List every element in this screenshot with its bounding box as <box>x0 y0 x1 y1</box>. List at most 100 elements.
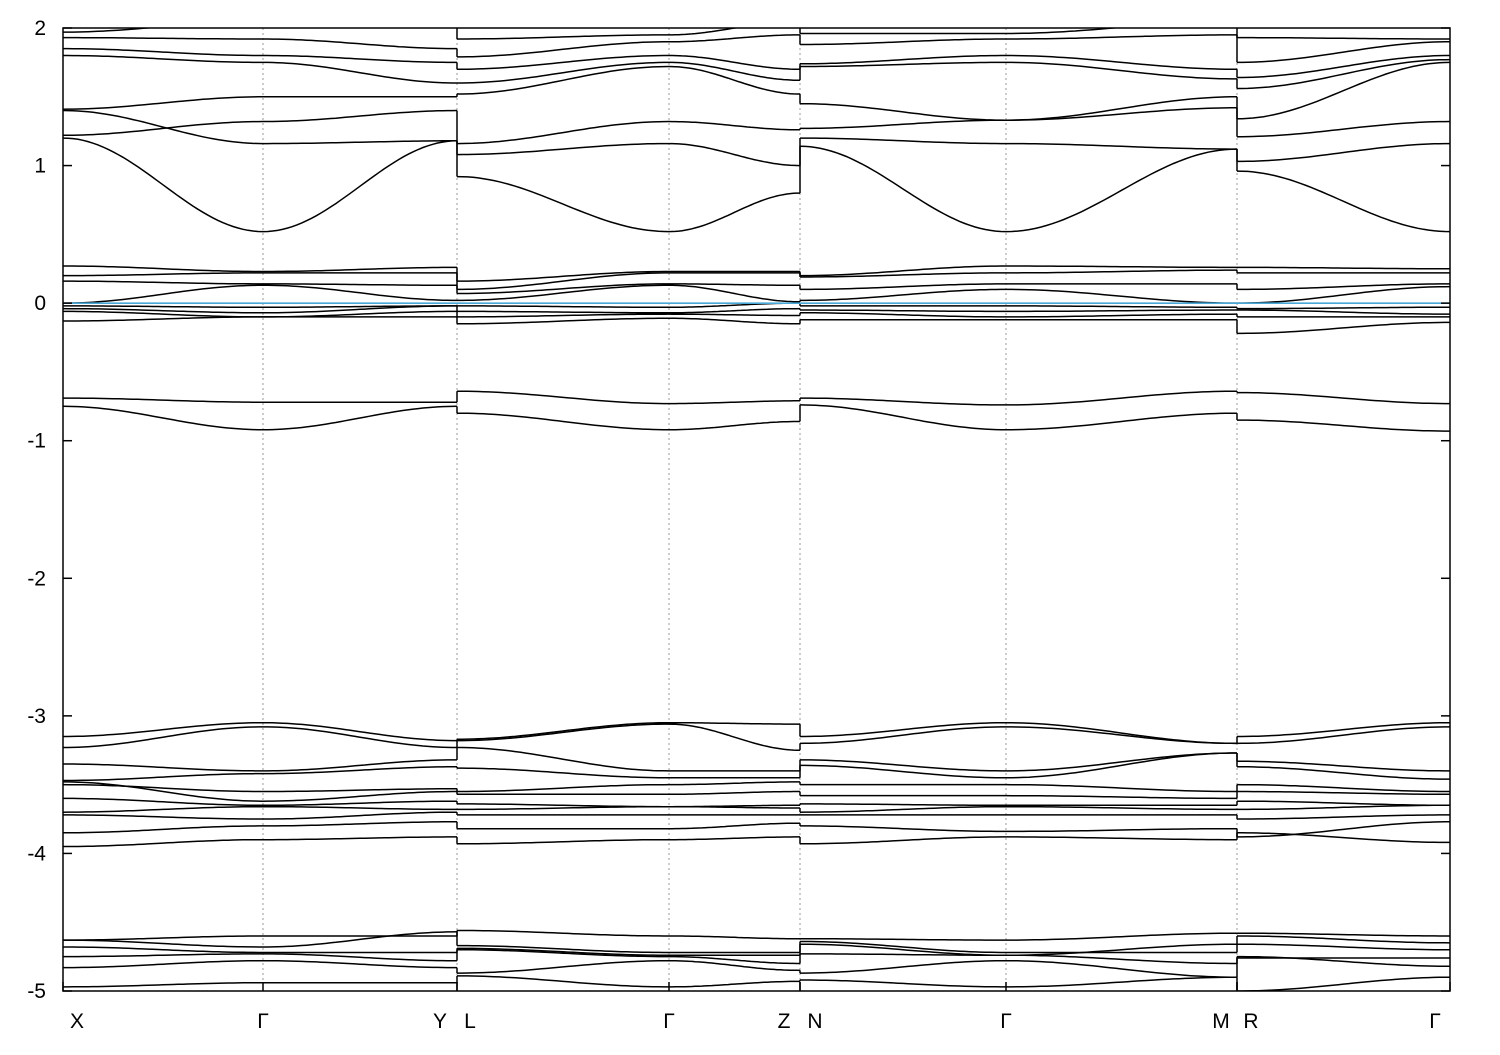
band-14-segment <box>1237 814 1450 820</box>
band-30-segment <box>63 96 263 110</box>
band-6-segment <box>457 721 670 740</box>
band-0-segment <box>1237 932 1450 937</box>
band-5-segment <box>63 981 264 988</box>
band-31-segment <box>1006 61 1237 80</box>
band-33-segment <box>800 38 1006 46</box>
band-23-segment <box>457 305 669 309</box>
band-5-segment <box>1237 976 1450 991</box>
band-32-segment <box>800 54 1006 65</box>
band-30-segment <box>668 65 800 95</box>
band-8-segment <box>63 763 263 772</box>
band-32-segment <box>1237 54 1450 79</box>
band-27-segment <box>1236 170 1450 233</box>
band-4-segment <box>1005 959 1237 978</box>
band-23-segment <box>1237 306 1450 310</box>
band-0-segment <box>457 929 669 937</box>
y-tick-label: -2 <box>27 567 46 590</box>
band-31-segment <box>800 61 1006 68</box>
band-14-segment <box>63 814 263 820</box>
band-21-segment <box>800 283 1006 291</box>
band-28-segment <box>63 109 264 145</box>
band-2-segment <box>457 947 669 956</box>
band-11-segment <box>1237 790 1450 796</box>
band-9-segment <box>800 764 1007 779</box>
band-17-segment <box>457 390 669 405</box>
band-16-segment <box>1237 832 1450 844</box>
band-18-segment <box>263 405 458 431</box>
band-6-segment <box>1237 721 1450 738</box>
band-22-segment <box>669 284 801 303</box>
band-23-segment <box>63 305 263 309</box>
band-19-segment <box>800 265 1006 277</box>
bands <box>63 14 1450 991</box>
band-6-segment <box>669 721 800 725</box>
band-25-segment <box>668 313 800 317</box>
y-tick-label: -4 <box>27 842 46 865</box>
band-5-segment <box>457 975 669 988</box>
band-15-segment <box>1237 821 1450 838</box>
band-3-segment <box>1006 954 1237 965</box>
band-17-segment <box>800 397 1006 406</box>
band-13-segment <box>1006 805 1237 811</box>
band-32-segment <box>63 47 263 57</box>
band-28-segment <box>669 142 801 167</box>
band-20-segment <box>1006 269 1237 274</box>
band-33-segment <box>1006 34 1237 40</box>
band-10-segment <box>1236 783 1450 793</box>
band-4-segment <box>263 959 457 969</box>
band-19-segment <box>1006 265 1237 269</box>
band-26-segment <box>1237 321 1450 335</box>
band-30-segment <box>1236 61 1450 120</box>
band-16-segment <box>800 836 1006 845</box>
band-29-segment <box>263 109 458 123</box>
band-13-segment <box>263 805 457 811</box>
band-4-segment <box>800 959 1007 974</box>
band-27-segment <box>799 145 1007 233</box>
band-24-segment <box>263 305 457 314</box>
band-16-segment <box>1006 836 1237 841</box>
band-0-segment <box>63 935 263 941</box>
band-12-segment <box>1237 800 1450 807</box>
band-32-segment <box>669 54 800 71</box>
band-33-segment <box>1237 41 1450 64</box>
band-2-segment <box>63 946 263 954</box>
band-27-segment <box>668 192 800 233</box>
band-17-segment <box>63 397 263 403</box>
band-9-segment <box>1237 766 1450 780</box>
band-11-segment <box>669 790 800 796</box>
band-13-segment <box>799 805 1006 813</box>
band-10-segment <box>63 783 263 793</box>
band-5-segment <box>1006 976 1238 988</box>
band-15-segment <box>669 822 800 830</box>
band-13-segment <box>669 805 800 809</box>
band-17-segment <box>1006 390 1237 406</box>
band-9-segment <box>263 766 457 775</box>
band-34-segment <box>63 28 157 33</box>
band-18-segment <box>1237 419 1450 432</box>
band-34-segment <box>263 14 457 21</box>
band-16-segment <box>669 836 800 841</box>
band-22-segment <box>457 284 669 302</box>
band-29-segment <box>456 120 670 145</box>
band-11-segment <box>262 790 457 802</box>
band-5-segment <box>800 979 1006 988</box>
band-15-segment <box>1006 827 1237 833</box>
band-22-segment <box>1237 285 1450 304</box>
band-30-segment <box>1005 96 1237 121</box>
band-5-segment <box>669 980 800 988</box>
band-7-segment <box>799 726 1006 745</box>
band-10-segment <box>263 788 457 793</box>
x-tick-label: N <box>807 1010 822 1033</box>
band-20-segment <box>457 272 669 291</box>
band-18-segment <box>1006 412 1237 431</box>
band-29-segment <box>1006 107 1237 121</box>
band-7-segment <box>1236 726 1450 745</box>
band-3-segment <box>669 955 800 965</box>
band-21-segment <box>457 283 669 295</box>
y-tick-label: -3 <box>27 705 46 728</box>
band-33-segment <box>63 36 263 40</box>
band-15-segment <box>263 821 457 827</box>
band-33-segment <box>457 41 669 58</box>
